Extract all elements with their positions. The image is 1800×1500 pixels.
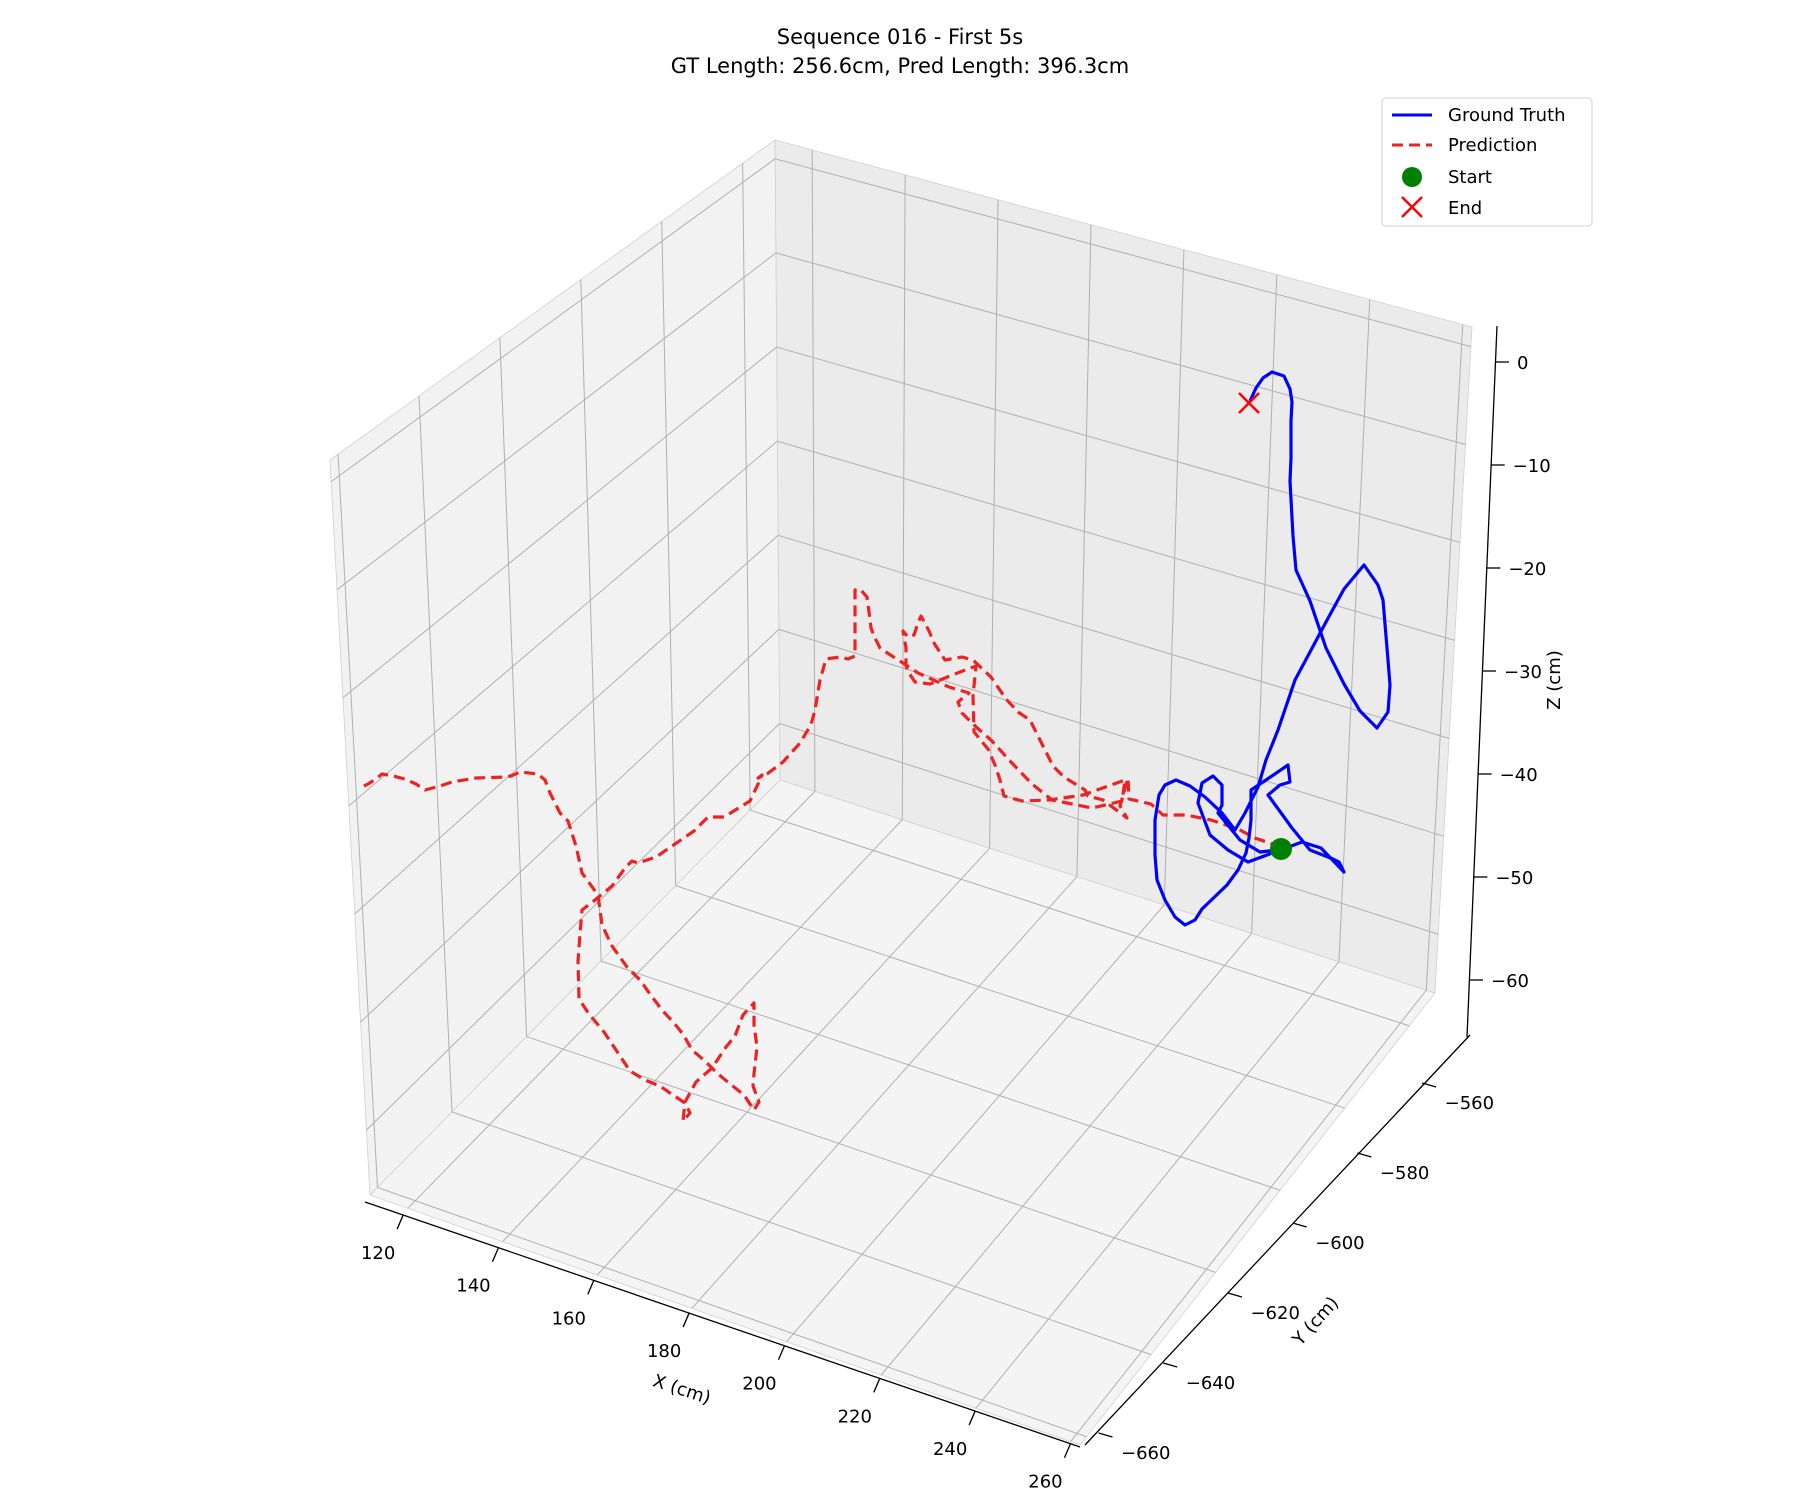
- x-axis-line: [364, 1201, 1081, 1448]
- z-tick-label: −60: [1491, 971, 1529, 992]
- legend: Ground Truth Prediction Start End: [1381, 97, 1593, 227]
- y-tick-label: −640: [1186, 1373, 1235, 1394]
- x-axis-ticks: 120 140 160 180 200 220 240 260: [361, 1214, 1072, 1493]
- z-tick-label: −30: [1504, 662, 1542, 683]
- x-tick-label: 120: [361, 1243, 395, 1264]
- y-tick-mark: [1227, 1292, 1243, 1298]
- start-marker: [1270, 838, 1292, 860]
- z-tick-label: −50: [1495, 868, 1533, 889]
- x-tick-label: 140: [456, 1276, 490, 1297]
- x-tick-label: 200: [742, 1374, 776, 1395]
- y-tick-label: −580: [1380, 1163, 1429, 1184]
- x-tick-label: 240: [933, 1439, 967, 1460]
- x-tick-mark: [1063, 1443, 1072, 1458]
- x-tick-label: 220: [838, 1406, 872, 1427]
- x-tick-mark: [968, 1410, 976, 1426]
- y-tick-mark: [1292, 1222, 1307, 1228]
- x-tick-mark: [682, 1312, 690, 1328]
- x-tick-label: 160: [552, 1308, 586, 1329]
- legend-item-start: Start: [1448, 167, 1492, 188]
- chart-title: Sequence 016 - First 5s: [777, 25, 1023, 49]
- legend-swatch-start: [1402, 167, 1422, 187]
- y-axis-line: [1084, 1034, 1471, 1446]
- z-tick-label: −20: [1508, 559, 1546, 580]
- z-tick-label: −10: [1513, 456, 1551, 477]
- x-tick-mark: [396, 1214, 404, 1230]
- grid-lines: [330, 149, 1472, 1442]
- z-axis-line: [1466, 325, 1498, 1038]
- z-tick-label: −40: [1500, 765, 1538, 786]
- x-tick-mark: [873, 1378, 881, 1393]
- x-tick-mark: [777, 1345, 786, 1360]
- y-tick-label: −660: [1121, 1443, 1170, 1464]
- end-marker: [1238, 392, 1260, 414]
- prediction-line: [359, 587, 1282, 1123]
- y-tick-mark: [1098, 1432, 1113, 1438]
- y-tick-label: −600: [1315, 1233, 1364, 1254]
- y-tick-mark: [1163, 1362, 1178, 1368]
- z-tick-label: 0: [1517, 353, 1528, 374]
- chart-subtitle: GT Length: 256.6cm, Pred Length: 396.3cm: [671, 54, 1129, 78]
- y-tick-label: −620: [1250, 1303, 1299, 1324]
- y-tick-mark: [1421, 1082, 1437, 1088]
- z-axis-label: Z (cm): [1544, 650, 1565, 710]
- legend-swatch-end: [1401, 196, 1423, 218]
- y-tick-label: −560: [1445, 1093, 1494, 1114]
- legend-item-prediction: Prediction: [1448, 135, 1537, 156]
- y-axis-ticks: −560 −580 −600 −620 −640 −660: [1098, 1082, 1494, 1464]
- x-tick-label: 260: [1028, 1472, 1062, 1493]
- legend-item-ground-truth: Ground Truth: [1448, 105, 1566, 126]
- z-axis-ticks: 0 −10 −20 −30 −40 −50 −60: [1469, 353, 1551, 992]
- ground-truth-line: [1153, 370, 1392, 927]
- legend-item-end: End: [1448, 198, 1482, 219]
- x-tick-mark: [491, 1247, 500, 1262]
- y-tick-mark: [1357, 1152, 1372, 1158]
- x-tick-label: 180: [647, 1341, 681, 1362]
- x-axis-label: X (cm): [650, 1371, 713, 1409]
- x-tick-mark: [587, 1280, 595, 1295]
